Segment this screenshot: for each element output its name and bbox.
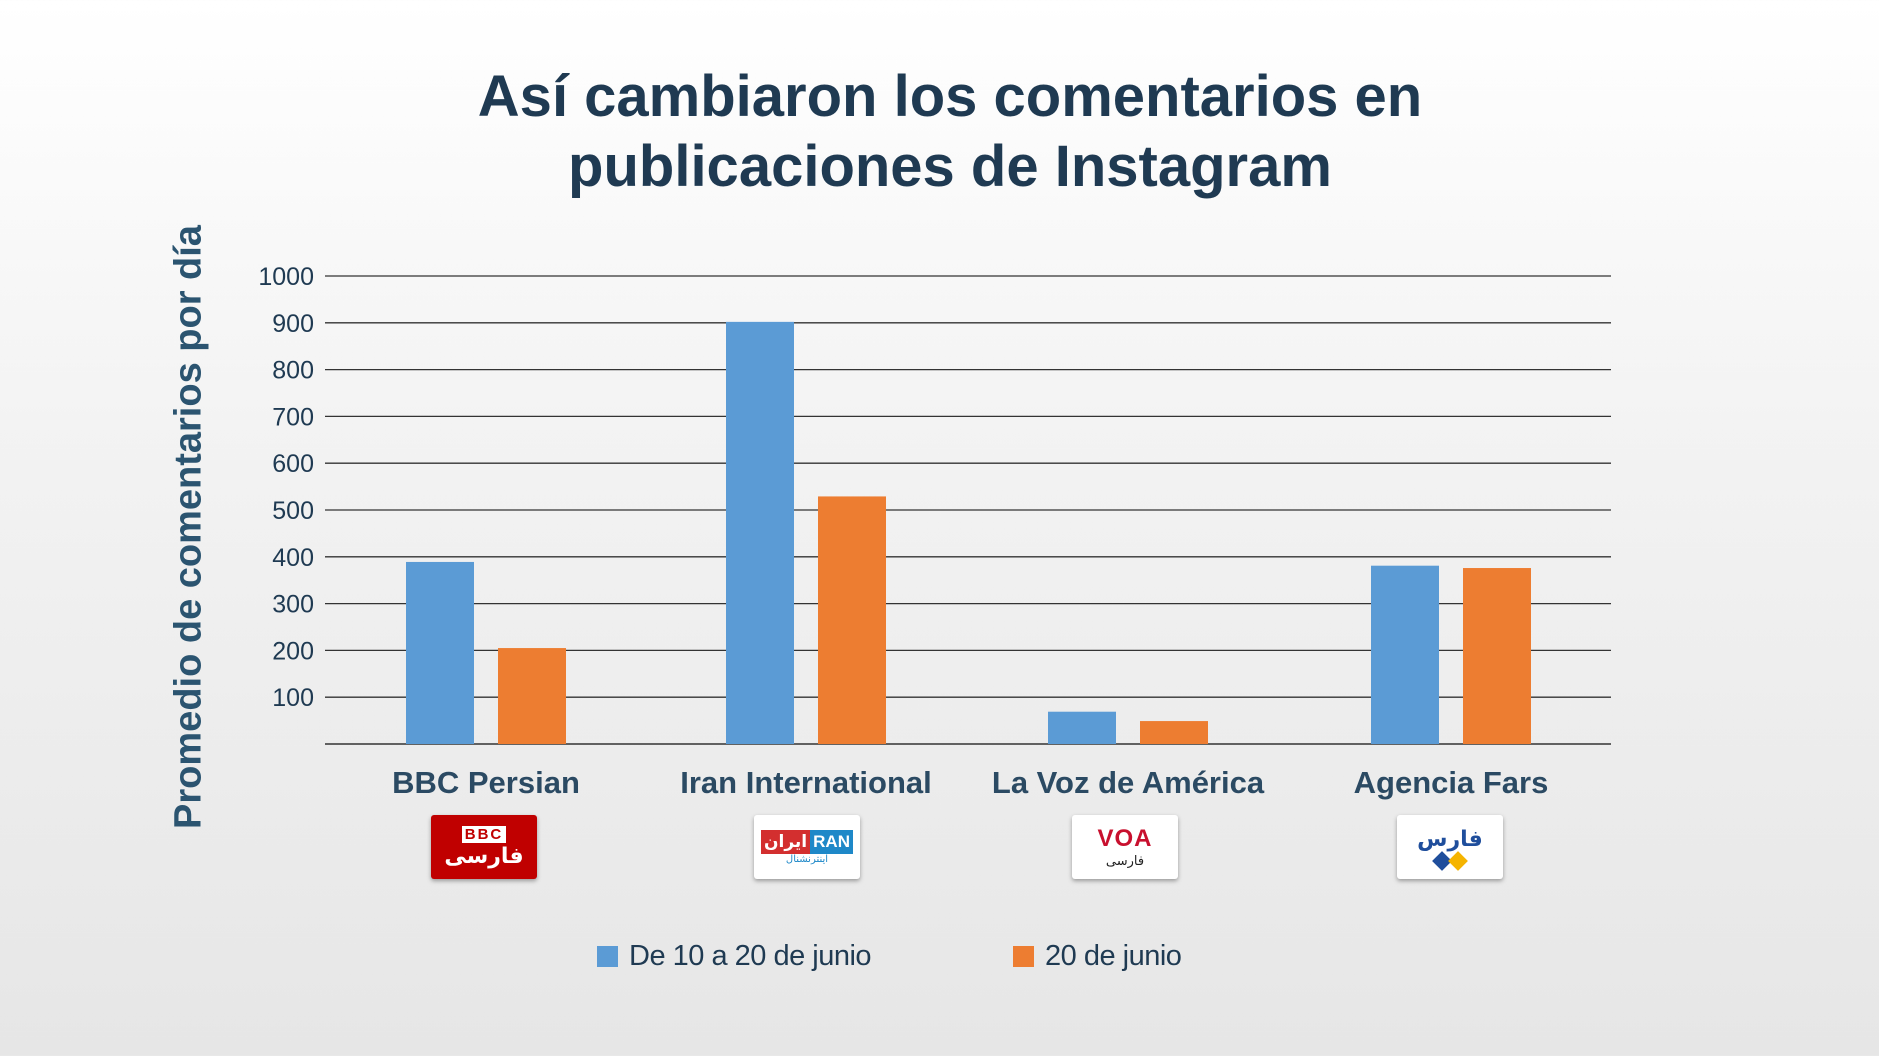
title-line-2: publicaciones de Instagram	[568, 134, 1332, 199]
y-tick-label: 500	[272, 497, 314, 525]
logo-text: اینترنشنال	[785, 853, 829, 865]
logo-text: فارس	[1417, 826, 1483, 851]
bar-series-1	[1371, 565, 1439, 744]
chart-title: Así cambiaron los comentarios en publica…	[0, 62, 1879, 202]
y-tick-label: 1000	[258, 263, 314, 291]
logo-text: ایران	[761, 829, 811, 854]
x-tick-label: Iran International	[680, 765, 932, 800]
legend-swatch	[1013, 946, 1034, 967]
y-tick-label: 400	[272, 544, 314, 572]
bar-series-2	[498, 648, 566, 744]
iran-international-logo: ایران RAN اینترنشنال	[754, 815, 860, 879]
voa-logo: VOA فارسی	[1072, 815, 1178, 879]
legend-swatch	[597, 946, 618, 967]
logo-text: فارسی	[1105, 853, 1145, 868]
bar-series-2	[1463, 568, 1531, 744]
y-tick-label: 200	[272, 637, 314, 665]
legend-item-series-1: De 10 a 20 de junio	[597, 940, 872, 973]
title-line-1: Así cambiaron los comentarios en	[477, 64, 1423, 129]
y-tick-label: 300	[272, 591, 314, 619]
y-tick-label: 900	[272, 310, 314, 338]
legend-label: 20 de junio	[1045, 940, 1182, 972]
bar-series-2	[1140, 721, 1208, 744]
bar-series-1	[726, 321, 794, 744]
y-tick-label: 800	[272, 357, 314, 385]
x-tick-label: La Voz de América	[991, 765, 1265, 800]
bar-series-1	[1048, 711, 1116, 744]
logo-text: RAN	[810, 829, 853, 854]
x-tick-label: BBC Persian	[392, 765, 580, 800]
bbc-persian-logo: BBC فارسی	[431, 815, 537, 879]
logo-text: فارسی	[444, 842, 524, 868]
diamond-icon	[1448, 851, 1468, 871]
y-tick-label: 600	[272, 450, 314, 478]
fars-logo: فارس	[1397, 815, 1503, 879]
logo-text: VOA	[1097, 825, 1153, 852]
legend-label: De 10 a 20 de junio	[629, 940, 872, 972]
y-tick-label: 100	[272, 684, 314, 712]
logo-text: BBC	[461, 825, 507, 843]
y-tick-label: 700	[272, 403, 314, 431]
legend-item-series-2: 20 de junio	[1013, 940, 1182, 973]
bar-series-2	[818, 496, 886, 744]
bar-series-1	[406, 561, 474, 744]
x-tick-label: Agencia Fars	[1353, 765, 1549, 800]
